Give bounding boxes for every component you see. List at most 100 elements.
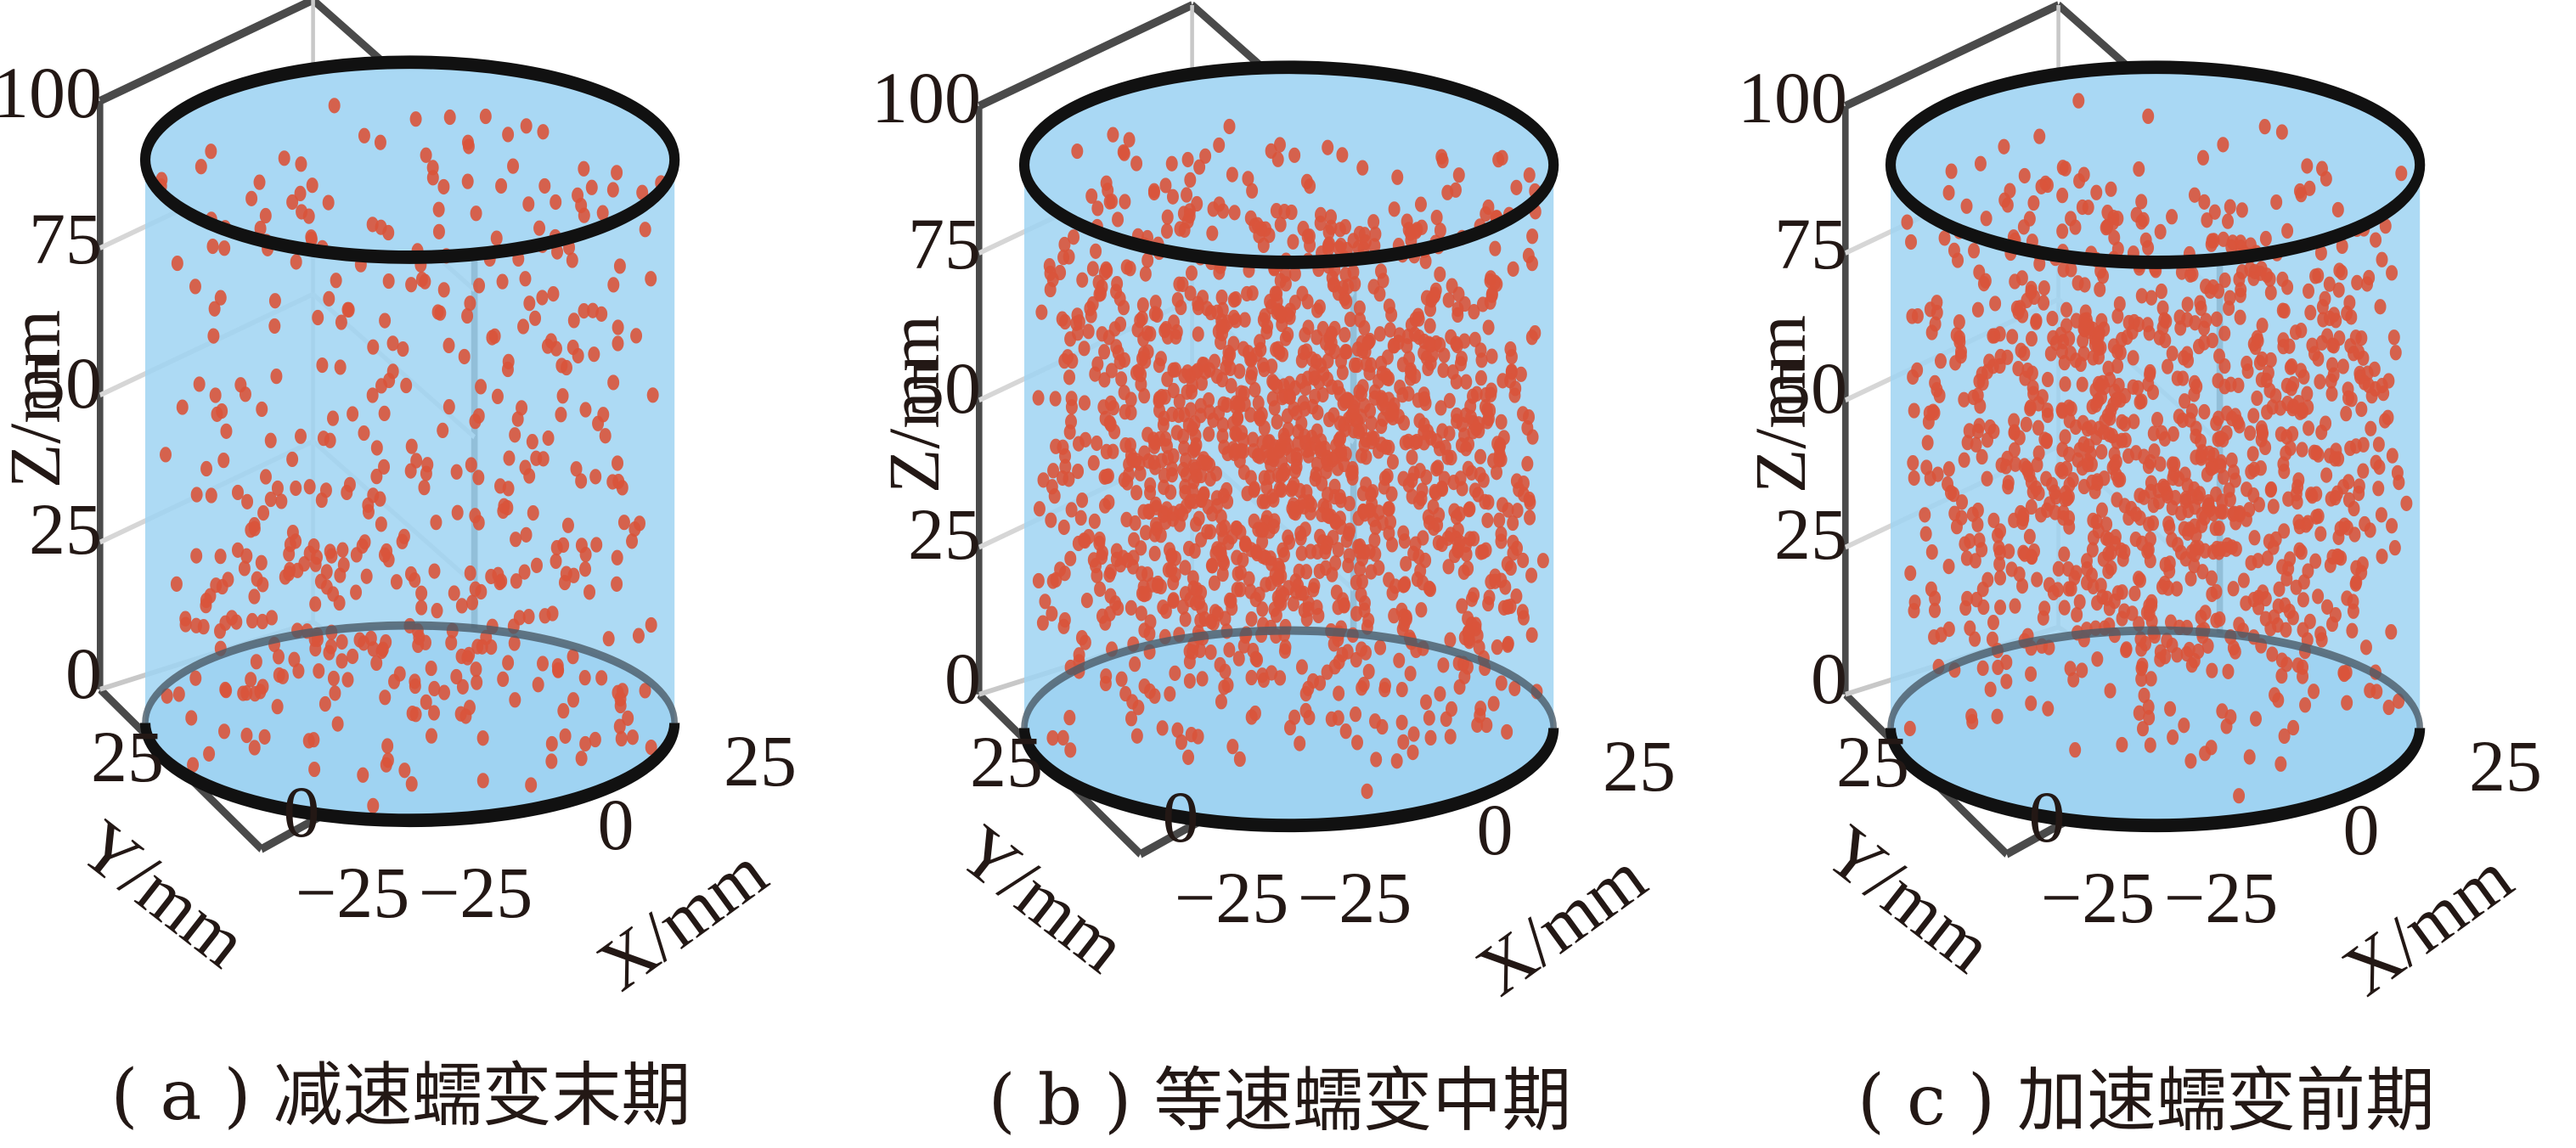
data-point xyxy=(2245,554,2258,571)
data-point xyxy=(1228,205,1241,221)
data-point xyxy=(575,751,588,767)
data-point xyxy=(1086,261,1099,277)
data-point xyxy=(1186,265,1198,281)
data-point xyxy=(1257,522,1270,538)
data-point xyxy=(1497,497,1508,513)
data-point xyxy=(1299,685,1312,702)
data-point xyxy=(579,546,592,563)
data-point xyxy=(2350,574,2363,590)
data-point xyxy=(2256,318,2269,334)
data-point xyxy=(2386,518,2398,534)
data-point xyxy=(2217,137,2229,153)
data-point xyxy=(1271,304,1283,320)
data-point xyxy=(2076,662,2088,678)
data-point xyxy=(302,208,315,224)
data-point xyxy=(1044,265,1057,281)
data-point xyxy=(2213,611,2226,627)
data-point xyxy=(2386,447,2398,464)
data-point xyxy=(374,134,386,150)
data-point xyxy=(295,156,307,172)
data-point xyxy=(1217,487,1230,504)
data-point xyxy=(2251,390,2263,407)
data-point xyxy=(2251,329,2263,346)
data-point xyxy=(566,339,579,356)
data-point xyxy=(382,273,395,290)
data-point xyxy=(1064,331,1077,347)
data-point xyxy=(2133,705,2145,721)
data-point xyxy=(1907,369,1919,385)
data-point xyxy=(466,594,479,611)
data-point xyxy=(1397,470,1410,487)
data-point xyxy=(519,271,532,287)
data-point xyxy=(2021,292,2033,308)
data-point xyxy=(1919,526,1932,542)
data-point xyxy=(1373,326,1386,342)
data-point xyxy=(555,407,567,423)
data-point xyxy=(2113,295,2126,312)
data-point xyxy=(259,469,272,485)
data-point xyxy=(434,305,447,321)
data-point xyxy=(273,667,285,684)
data-point xyxy=(308,761,321,778)
data-point xyxy=(313,663,325,679)
z-tick-label: 50 xyxy=(1774,347,1847,429)
data-point xyxy=(2165,614,2177,630)
data-point xyxy=(1523,491,1536,508)
data-point xyxy=(1504,560,1517,577)
data-point xyxy=(2107,338,2120,354)
data-point xyxy=(1295,545,1308,561)
data-point xyxy=(2041,371,2054,388)
cylinder-bottom-rim-front xyxy=(1018,728,1559,833)
data-point xyxy=(520,118,533,134)
data-point xyxy=(1348,357,1361,374)
data-point xyxy=(290,254,302,270)
data-point xyxy=(405,776,418,792)
data-point xyxy=(2309,268,2322,284)
data-point xyxy=(1192,326,1204,342)
data-point xyxy=(388,673,401,689)
data-point xyxy=(1385,486,1398,502)
data-point xyxy=(2198,403,2211,420)
data-point xyxy=(1183,654,1196,670)
data-point xyxy=(428,705,441,721)
data-point xyxy=(2042,701,2055,717)
data-point xyxy=(405,277,418,293)
data-point xyxy=(1223,118,1236,135)
data-point xyxy=(171,255,183,272)
data-point xyxy=(613,258,626,274)
data-point xyxy=(2086,474,2099,491)
data-point xyxy=(2290,579,2303,595)
data-point xyxy=(469,508,482,524)
data-point xyxy=(2116,736,2128,753)
data-point xyxy=(318,695,331,712)
data-point xyxy=(2167,425,2179,442)
data-point xyxy=(1332,380,1344,396)
data-point xyxy=(2266,646,2279,662)
data-point xyxy=(1231,410,1243,427)
data-point xyxy=(1373,560,1385,577)
data-point xyxy=(1149,295,1162,311)
data-point xyxy=(1148,438,1161,454)
data-point xyxy=(2224,199,2236,215)
data-point xyxy=(2133,571,2145,587)
data-point xyxy=(473,278,486,294)
data-point xyxy=(1905,234,1918,250)
data-point xyxy=(1171,291,1184,308)
data-point xyxy=(2206,332,2218,349)
data-point xyxy=(1084,301,1096,317)
data-point xyxy=(2237,572,2250,588)
data-point xyxy=(1033,501,1046,517)
data-point xyxy=(1328,659,1341,675)
data-point xyxy=(2370,232,2382,248)
data-point xyxy=(286,524,299,541)
data-point xyxy=(2201,212,2213,228)
data-point xyxy=(611,549,623,566)
box-edge-top-left xyxy=(99,0,314,105)
data-point xyxy=(418,480,431,496)
data-point xyxy=(1157,599,1170,616)
data-point xyxy=(443,109,456,126)
data-point xyxy=(2220,425,2233,442)
data-point xyxy=(469,414,482,430)
data-point xyxy=(1395,681,1408,698)
data-point xyxy=(586,302,599,318)
